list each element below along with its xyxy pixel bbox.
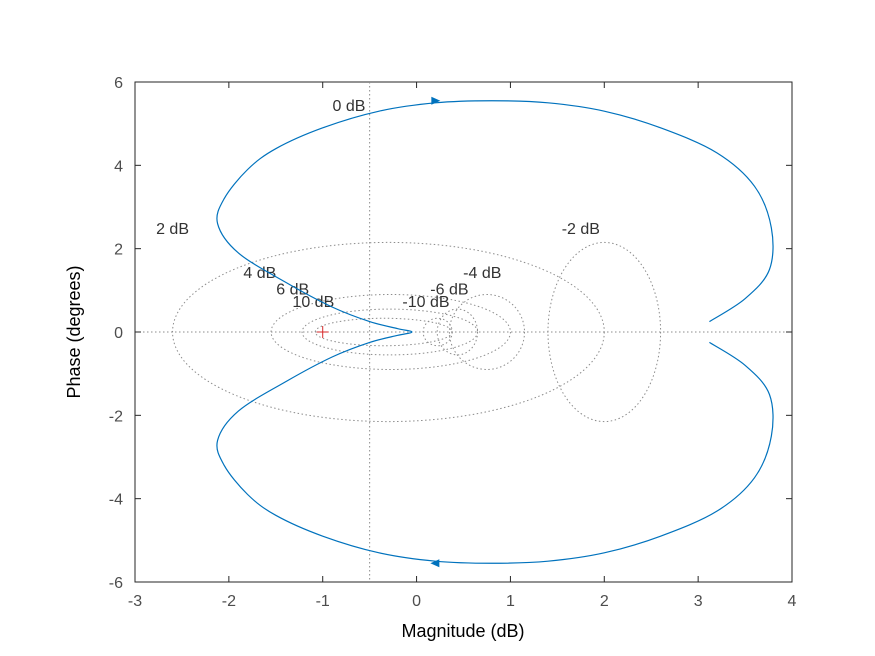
m-circle-label: 0 dB	[333, 98, 366, 115]
m-circle	[448, 294, 526, 370]
y-tick-label: 2	[114, 242, 123, 259]
y-axis-label: Phase (degrees)	[64, 265, 84, 398]
m-circle	[172, 241, 605, 423]
m-circle-label: -4 dB	[463, 265, 501, 282]
x-tick-label: 4	[788, 593, 797, 610]
x-axis-label: Magnitude (dB)	[401, 621, 524, 641]
x-tick-label: -2	[222, 593, 236, 610]
critical-point-layer	[316, 326, 329, 338]
m-circle-label: -2 dB	[562, 221, 600, 238]
m-circle-label: 10 dB	[292, 294, 334, 311]
axis-ticks: -3 -2 -1 0 1 2 3 4 -6 -4 -2 0 2 4 6	[109, 75, 797, 610]
m-circle-label: 2 dB	[156, 221, 189, 238]
x-tick-label: 1	[506, 593, 515, 610]
x-tick-label: -1	[316, 593, 330, 610]
m-circle	[547, 241, 662, 423]
direction-arrow	[431, 96, 441, 105]
m-circle-label: -6 dB	[430, 282, 468, 299]
m-circle-label: 4 dB	[243, 265, 276, 282]
y-tick-label: 4	[114, 158, 123, 175]
m-circle	[270, 294, 511, 370]
x-tick-label: 2	[600, 593, 609, 610]
x-tick-label: 3	[694, 593, 703, 610]
m-circle-label: -10 dB	[402, 294, 449, 311]
x-tick-label: -3	[128, 593, 142, 610]
m-circle	[436, 308, 479, 356]
m-circle	[422, 317, 453, 347]
m-circle-label: 6 dB	[276, 282, 309, 299]
nyquist-curve	[216, 100, 774, 564]
direction-arrow	[430, 559, 440, 568]
y-tick-label: -4	[109, 492, 123, 509]
y-tick-label: 6	[114, 75, 123, 92]
y-tick-label: -2	[109, 408, 123, 425]
series-layer	[216, 96, 774, 568]
x-tick-label: 0	[412, 593, 421, 610]
y-tick-label: 0	[114, 325, 123, 342]
m-circle-grid	[135, 82, 792, 582]
y-tick-label: -6	[109, 575, 123, 592]
m-circle-labels: 0 dB 2 dB -2 dB 4 dB -4 dB 6 dB -6 dB 10 dB -10 …	[156, 98, 600, 311]
